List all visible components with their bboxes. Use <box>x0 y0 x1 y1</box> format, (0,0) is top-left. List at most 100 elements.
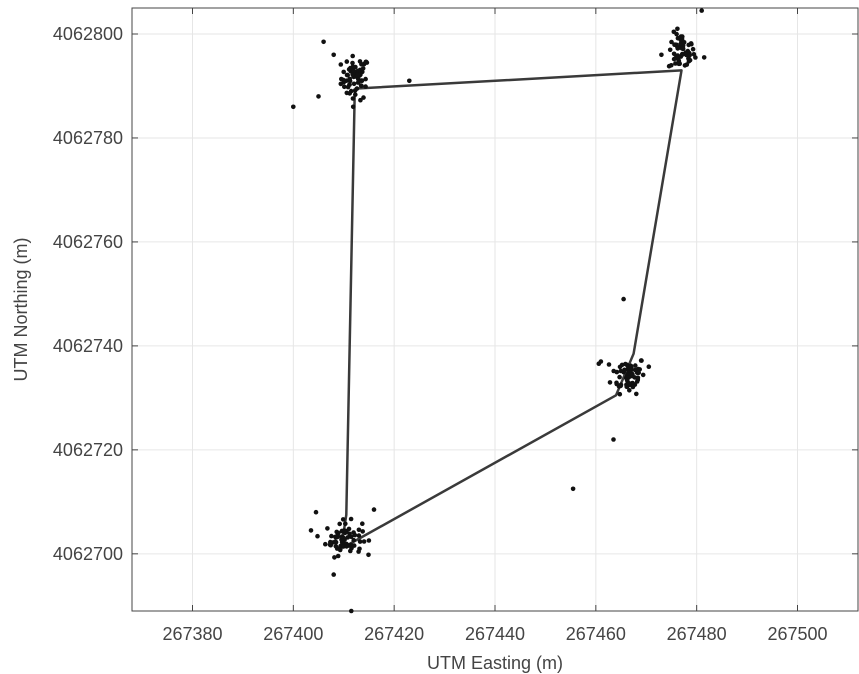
data-point <box>351 530 356 535</box>
data-point <box>671 56 677 62</box>
data-point <box>659 52 664 58</box>
data-point <box>316 94 321 99</box>
data-point <box>366 538 372 543</box>
data-point <box>333 543 339 549</box>
data-point <box>679 36 685 42</box>
data-point <box>646 364 652 370</box>
data-point <box>669 63 674 68</box>
data-point <box>342 528 347 533</box>
grid-lines <box>132 8 858 611</box>
data-point <box>640 372 646 378</box>
data-point <box>353 92 358 97</box>
data-point <box>350 53 356 59</box>
x-tick-label: 267420 <box>364 624 424 644</box>
y-tick-label: 4062800 <box>53 24 123 44</box>
data-points <box>291 8 707 614</box>
data-point <box>677 61 682 67</box>
data-point <box>359 61 364 67</box>
data-point <box>679 51 685 57</box>
data-point <box>619 362 625 368</box>
data-point <box>690 46 696 52</box>
data-point <box>348 65 353 71</box>
data-point <box>328 539 333 545</box>
data-point <box>622 367 627 373</box>
data-point <box>345 535 351 540</box>
data-point <box>343 521 348 527</box>
data-point <box>356 549 361 554</box>
x-tick-label: 267400 <box>263 624 323 644</box>
data-point <box>339 534 345 539</box>
x-tick-label: 267380 <box>162 624 222 644</box>
data-point <box>357 539 363 544</box>
data-point <box>359 78 365 83</box>
data-point <box>366 552 371 558</box>
track-line <box>339 69 683 550</box>
data-point <box>611 368 616 374</box>
x-axis-label: UTM Easting (m) <box>427 653 563 673</box>
data-point <box>347 76 353 82</box>
data-point <box>349 546 354 551</box>
data-point <box>350 60 355 66</box>
data-point <box>347 82 352 87</box>
data-point <box>354 72 360 78</box>
data-point <box>357 67 363 73</box>
data-point <box>325 526 330 531</box>
data-point <box>338 62 344 67</box>
data-point <box>570 486 576 492</box>
data-point <box>344 544 349 549</box>
data-point <box>341 69 347 75</box>
data-point <box>331 572 337 577</box>
data-point <box>313 509 319 515</box>
data-point <box>361 95 366 100</box>
data-point <box>675 46 680 51</box>
data-point <box>624 384 629 390</box>
tick-labels: 267380 267400 267420 267440 267460 267480 2675… <box>53 24 828 644</box>
data-point <box>335 534 341 540</box>
data-point <box>630 372 635 378</box>
data-point <box>356 533 362 538</box>
data-point <box>356 527 362 533</box>
data-point <box>340 77 346 83</box>
data-point <box>598 359 604 364</box>
data-point <box>701 55 707 60</box>
data-point <box>633 363 638 368</box>
track-line-path <box>339 69 683 550</box>
data-point <box>350 96 356 101</box>
data-point <box>344 59 350 64</box>
data-point <box>674 53 679 59</box>
data-point <box>614 381 619 387</box>
data-point <box>683 50 688 55</box>
data-point <box>360 521 365 526</box>
data-point <box>332 555 337 560</box>
data-point <box>617 374 622 380</box>
data-point <box>358 83 364 88</box>
data-point <box>342 84 347 90</box>
data-point <box>626 381 632 386</box>
data-point <box>350 104 356 110</box>
data-point <box>337 521 343 527</box>
data-point <box>687 52 692 58</box>
data-point <box>321 39 326 45</box>
y-tick-label: 4062780 <box>53 128 123 148</box>
data-point <box>628 363 634 369</box>
data-point <box>621 296 626 302</box>
data-point <box>687 57 693 63</box>
data-point <box>344 90 350 96</box>
data-point <box>351 81 357 87</box>
data-point <box>363 76 368 82</box>
x-tick-label: 267440 <box>465 624 525 644</box>
data-point <box>675 26 680 32</box>
data-point <box>673 61 678 66</box>
data-point <box>323 541 328 547</box>
data-point <box>363 84 368 89</box>
data-point <box>606 362 612 367</box>
data-point <box>630 384 636 390</box>
x-tick-label: 267480 <box>667 624 727 644</box>
data-point <box>638 358 644 363</box>
data-point <box>680 46 686 52</box>
data-point <box>350 72 355 77</box>
x-tick-label: 267460 <box>566 624 626 644</box>
axis-ticks <box>132 8 858 611</box>
data-point <box>361 539 367 544</box>
data-point <box>315 533 320 539</box>
